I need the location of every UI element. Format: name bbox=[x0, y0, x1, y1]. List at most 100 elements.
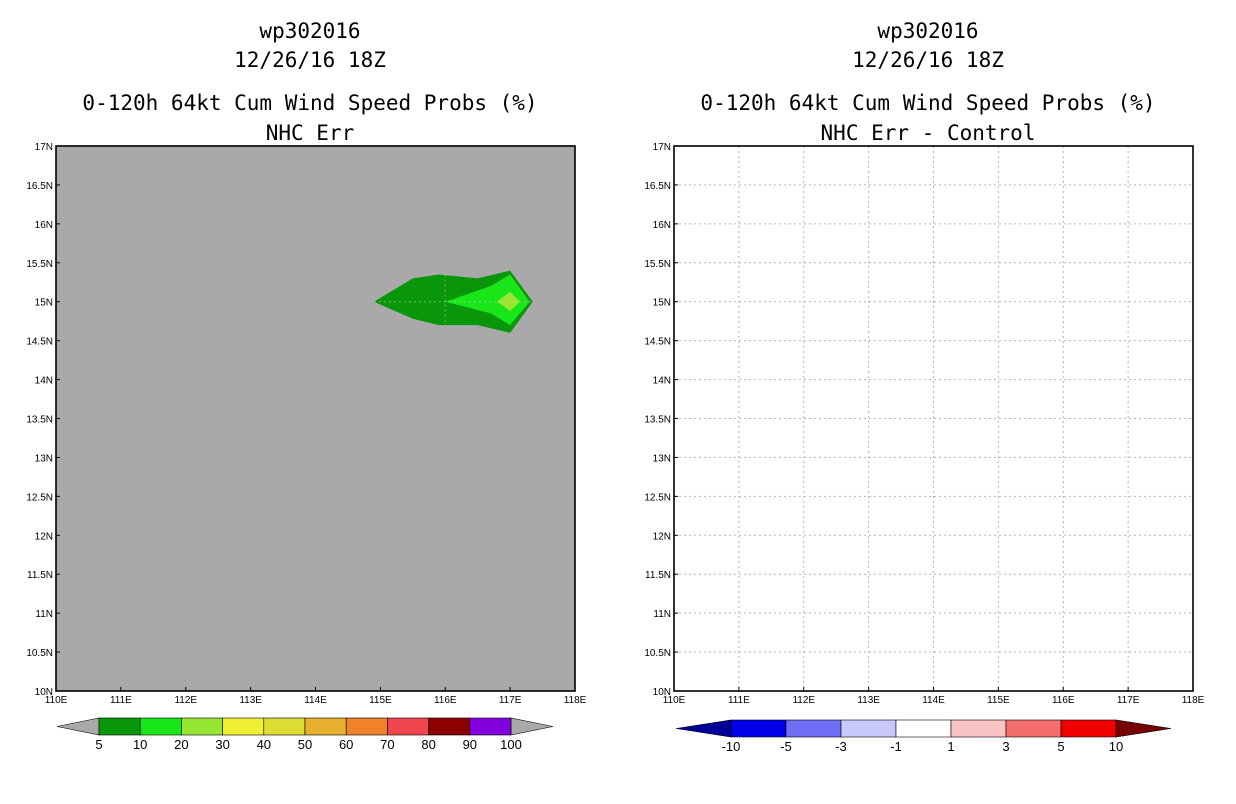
colorbar-label: 3 bbox=[1002, 739, 1009, 754]
colorbar-swatch bbox=[181, 717, 223, 736]
x-tick-label: 115E bbox=[369, 695, 392, 706]
colorbar-swatch bbox=[840, 719, 897, 738]
x-tick-label: 114E bbox=[922, 695, 945, 706]
x-tick-label: 112E bbox=[174, 695, 197, 706]
colorbar-high-triangle bbox=[1115, 719, 1172, 738]
colorbar-label: -5 bbox=[780, 739, 792, 754]
x-tick-label: 118E bbox=[564, 695, 587, 706]
contour-20pct bbox=[497, 291, 520, 312]
colorbar-label: 1 bbox=[947, 739, 954, 754]
x-tick-label: 116E bbox=[434, 695, 457, 706]
y-tick-label: 17N bbox=[35, 142, 53, 153]
colorbar-label: 5 bbox=[1057, 739, 1064, 754]
colorbar-label: 70 bbox=[380, 737, 394, 752]
y-tick-label: 17N bbox=[653, 142, 671, 153]
x-tick-label: 118E bbox=[1182, 695, 1205, 706]
colorbar-swatch bbox=[304, 717, 347, 736]
x-tick-label: 114E bbox=[304, 695, 327, 706]
colorbar-label: -1 bbox=[890, 739, 902, 754]
y-tick-label: 15N bbox=[653, 298, 671, 309]
colorbar-swatch bbox=[950, 719, 1007, 738]
panel-right: wp302016 12/26/16 18Z 0-120h 64kt Cum Wind… bbox=[644, 19, 1204, 754]
colorbar-label: 10 bbox=[133, 737, 147, 752]
x-tick-label: 110E bbox=[45, 695, 68, 706]
colorbar-swatch bbox=[222, 717, 265, 736]
colorbar-label: 10 bbox=[1109, 739, 1123, 754]
colorbar-swatch bbox=[139, 717, 182, 736]
y-tick-label: 16.5N bbox=[26, 181, 53, 192]
y-tick-label: 13.5N bbox=[26, 415, 53, 426]
y-tick-label: 11.5N bbox=[27, 570, 53, 581]
y-tick-label: 10.5N bbox=[26, 648, 53, 659]
y-tick-label: 14N bbox=[653, 376, 671, 387]
colorbar-swatch bbox=[345, 717, 388, 736]
x-tick-label: 117E bbox=[1117, 695, 1140, 706]
colorbar-label: 100 bbox=[500, 737, 522, 752]
title-line-2: 12/26/16 18Z bbox=[852, 48, 1004, 72]
colorbar-swatch bbox=[895, 719, 952, 738]
y-tick-label: 11N bbox=[653, 609, 671, 620]
title-line-2: 12/26/16 18Z bbox=[234, 48, 386, 72]
y-tick-label: 10.5N bbox=[644, 648, 671, 659]
colorbar-swatch bbox=[1060, 719, 1117, 738]
x-tick-label: 116E bbox=[1052, 695, 1075, 706]
y-tick-label: 14N bbox=[35, 376, 53, 387]
x-tick-label: 110E bbox=[663, 695, 686, 706]
colorbar-swatch bbox=[428, 717, 471, 736]
colorbar-label: 40 bbox=[257, 737, 271, 752]
y-tick-label: 11N bbox=[35, 609, 53, 620]
plot-area bbox=[56, 146, 575, 691]
colorbar-label: -10 bbox=[722, 739, 741, 754]
colorbar-label: 90 bbox=[463, 737, 477, 752]
y-tick-label: 12.5N bbox=[644, 492, 671, 503]
y-tick-label: 15N bbox=[35, 298, 53, 309]
y-tick-label: 10N bbox=[653, 687, 671, 698]
y-tick-label: 10N bbox=[35, 687, 53, 698]
colorbar-swatch bbox=[469, 717, 512, 736]
y-tick-label: 12.5N bbox=[26, 492, 53, 503]
y-tick-label: 13N bbox=[653, 453, 671, 464]
y-tick-label: 15.5N bbox=[644, 259, 671, 270]
colorbar-swatch bbox=[263, 717, 306, 736]
x-tick-label: 112E bbox=[792, 695, 815, 706]
y-tick-label: 12N bbox=[35, 531, 53, 542]
title-line-1: wp302016 bbox=[877, 19, 978, 43]
panel-left: wp302016 12/26/16 18Z 0-120h 64kt Cum Wind… bbox=[26, 19, 586, 752]
colorbar-high-triangle bbox=[510, 717, 554, 736]
y-tick-label: 16N bbox=[653, 220, 671, 231]
title-line-3: 0-120h 64kt Cum Wind Speed Probs (%) bbox=[700, 91, 1155, 115]
colorbar-swatch bbox=[785, 719, 842, 738]
contour-10pct bbox=[445, 274, 530, 326]
colorbar-swatch bbox=[387, 717, 429, 736]
colorbar-low-triangle bbox=[56, 717, 100, 736]
colorbar-swatch bbox=[730, 719, 787, 738]
x-tick-label: 117E bbox=[499, 695, 522, 706]
y-tick-label: 16.5N bbox=[644, 181, 671, 192]
title-line-4: NHC Err bbox=[266, 121, 355, 145]
y-tick-label: 11.5N bbox=[645, 570, 671, 581]
y-tick-label: 13.5N bbox=[644, 415, 671, 426]
colorbar-label: 5 bbox=[95, 737, 102, 752]
y-tick-label: 14.5N bbox=[644, 337, 671, 348]
title-line-3: 0-120h 64kt Cum Wind Speed Probs (%) bbox=[82, 91, 537, 115]
colorbar-swatch bbox=[98, 717, 141, 736]
x-tick-label: 115E bbox=[987, 695, 1010, 706]
x-tick-label: 113E bbox=[239, 695, 262, 706]
colorbar-label: 50 bbox=[298, 737, 312, 752]
y-tick-label: 16N bbox=[35, 220, 53, 231]
title-line-1: wp302016 bbox=[259, 19, 360, 43]
colorbar-label: 80 bbox=[421, 737, 435, 752]
title-line-4: NHC Err - Control bbox=[821, 121, 1036, 145]
colorbar-label: 20 bbox=[174, 737, 188, 752]
y-tick-label: 14.5N bbox=[26, 337, 53, 348]
colorbar-label: 60 bbox=[339, 737, 353, 752]
x-tick-label: 111E bbox=[110, 695, 132, 706]
x-tick-label: 111E bbox=[728, 695, 750, 706]
y-tick-label: 12N bbox=[653, 531, 671, 542]
colorbar-label: 30 bbox=[215, 737, 229, 752]
colorbar-label: -3 bbox=[835, 739, 847, 754]
colorbar-swatch bbox=[1005, 719, 1062, 738]
x-tick-label: 113E bbox=[857, 695, 880, 706]
colorbar-low-triangle bbox=[675, 719, 732, 738]
